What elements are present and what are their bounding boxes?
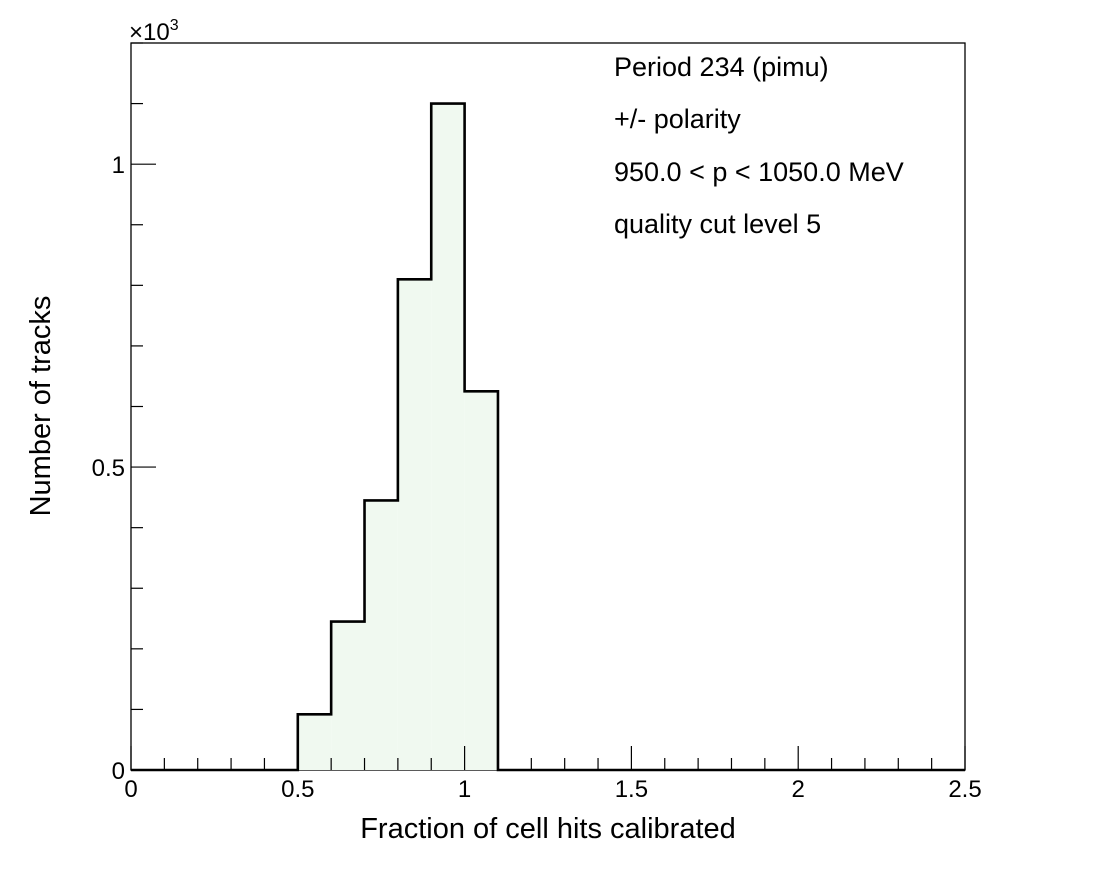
x-tick-label: 1 [458, 776, 471, 803]
y-tick-label: 0.5 [92, 455, 125, 482]
x-axis-title: Fraction of cell hits calibrated [360, 813, 736, 845]
histogram-bin [431, 103, 465, 771]
y-axis-ticks: 00.51 [92, 42, 156, 785]
annotation-block: Period 234 (pimu) +/- polarity 950.0 < p… [614, 52, 904, 239]
histogram-bars [131, 102, 965, 772]
y-axis-multiplier: ×103 [129, 17, 179, 46]
plot-frame [130, 42, 966, 771]
histogram-bin [331, 621, 365, 770]
histogram-bin [397, 279, 432, 770]
annotation-polarity: +/- polarity [614, 104, 741, 134]
histogram-outline [131, 102, 965, 772]
histogram-bin [464, 391, 498, 770]
annotation-period: Period 234 (pimu) [614, 52, 829, 82]
y-axis-title: Number of tracks [25, 296, 57, 517]
x-axis-ticks: 0 0.5 1 1.5 2 2.5 [124, 746, 982, 803]
annotation-momentum-range: 950.0 < p < 1050.0 MeV [614, 157, 904, 187]
x-tick-label: 1.5 [615, 776, 648, 803]
x-tick-label: 2 [792, 776, 805, 803]
annotation-quality-cut: quality cut level 5 [614, 209, 821, 239]
y-tick-label: 1 [112, 152, 125, 179]
x-tick-label: 2.5 [948, 776, 981, 803]
x-tick-label: 0.5 [281, 776, 314, 803]
histogram-bin [364, 500, 398, 770]
y-tick-label: 0 [112, 758, 125, 785]
histogram-bin [297, 714, 332, 770]
x-tick-label: 0 [124, 776, 137, 803]
